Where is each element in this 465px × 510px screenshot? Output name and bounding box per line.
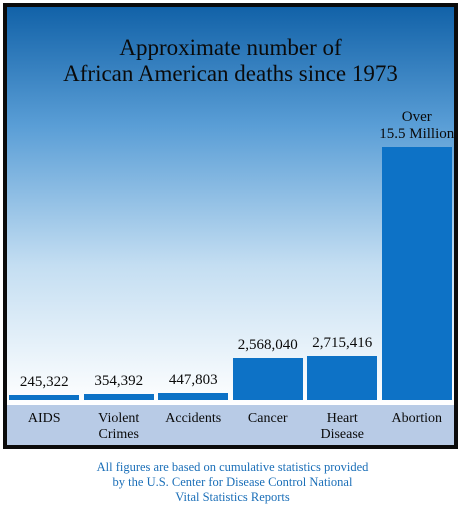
category-label-0: AIDS (27, 411, 61, 426)
category-label-4: Heart Disease (320, 411, 365, 442)
bars-layer: 245,322 354,392 447,803 2,568,040 2,715,416 O… (7, 7, 454, 405)
category-label-3: Cancer (247, 411, 288, 426)
chart-title: Approximate number of African American d… (63, 35, 398, 86)
value-label-0: 245,322 (19, 374, 69, 390)
bar-0 (9, 395, 80, 400)
bar-5 (381, 147, 452, 400)
category-label-5: Abortion (391, 411, 443, 426)
category-label-2: Accidents (165, 411, 222, 426)
category-axis: AIDS Violent Crimes Accidents Cancer Heart D… (7, 405, 454, 445)
plot-area: Approximate number of African American d… (7, 7, 454, 405)
value-label-4: 2,715,416 (312, 334, 373, 351)
value-label-2: 447,803 (168, 371, 218, 388)
bar-1 (83, 394, 154, 400)
bar-3 (232, 358, 303, 400)
bar-4 (307, 355, 378, 400)
source-footnote: All figures are based on cumulative stat… (96, 460, 369, 504)
category-label-1: Violent Crimes (98, 411, 140, 442)
value-label-5: Over 15.5 Million (379, 109, 454, 142)
value-label-3: 2,568,040 (237, 337, 298, 354)
value-label-1: 354,392 (94, 373, 144, 390)
bar-2 (158, 392, 229, 400)
chart-frame: Approximate number of African American d… (3, 3, 458, 449)
